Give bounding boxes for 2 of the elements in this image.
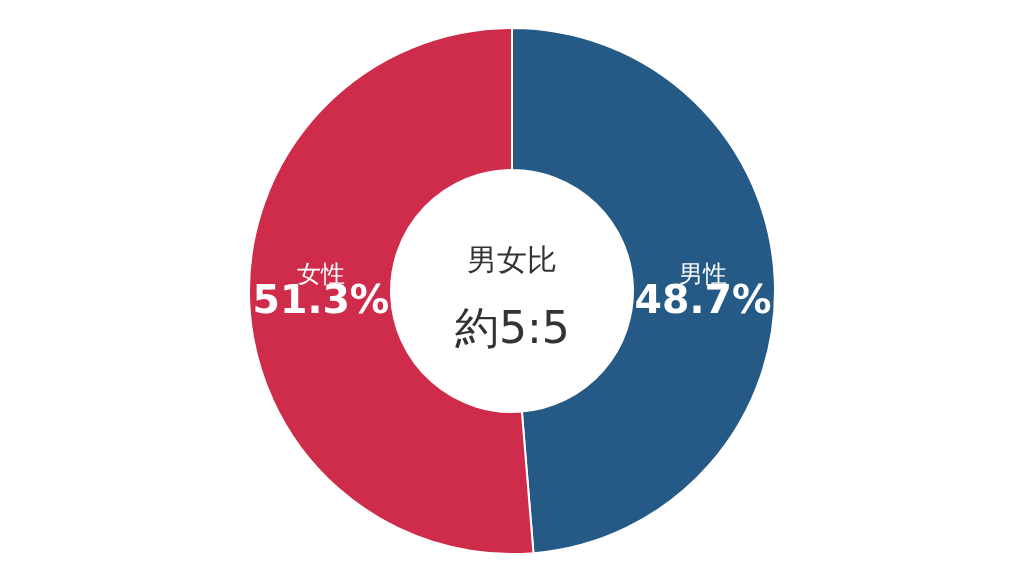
text: 約5:5 [455,302,570,353]
text: 男女比 [467,242,557,277]
